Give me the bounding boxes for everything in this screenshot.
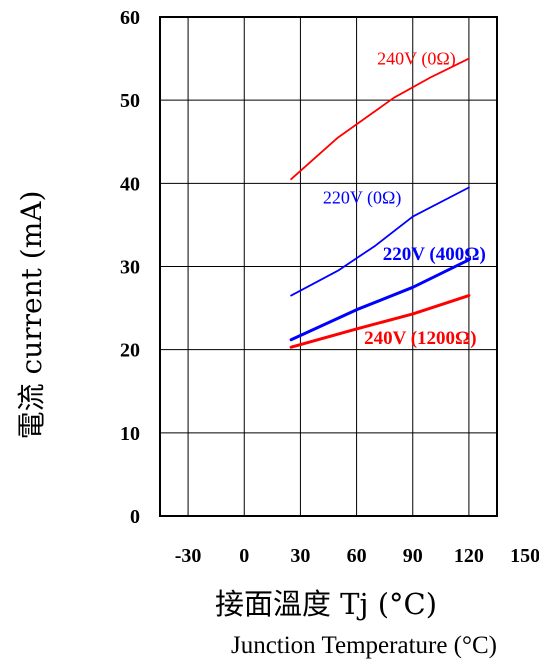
y-tick-label: 40 [120, 173, 140, 195]
grid-lines [160, 17, 497, 516]
series-lines [289, 57, 471, 349]
series-annotation-1: 240V (0Ω) [377, 48, 456, 69]
series-annotation-2: 220V (0Ω) [323, 187, 402, 208]
series-annotation-4: 240V (1200Ω) [364, 328, 477, 349]
y-tick-label: 30 [120, 257, 140, 279]
series-annotation-3: 220V (400Ω) [383, 244, 486, 265]
y-tick-label: 50 [120, 90, 140, 112]
series-line-3 [289, 258, 471, 342]
plot-frame [159, 16, 498, 517]
y-axis-label: 電流 current (mA) [15, 191, 48, 440]
y-tick-labels: 0 10 20 30 40 50 60 [120, 7, 140, 528]
x-axis-label-english: Junction Temperature (°C) [231, 632, 497, 659]
series-line-1 [290, 57, 470, 181]
series-line-2 [290, 186, 470, 297]
x-tick-label: 0 [239, 545, 249, 567]
y-tick-label: 10 [120, 423, 140, 445]
y-tick-label: 20 [120, 340, 140, 362]
x-tick-label: 120 [454, 545, 484, 567]
x-tick-label: 30 [290, 545, 310, 567]
y-tick-label: 60 [120, 7, 140, 29]
series-annotations: 240V (0Ω) 220V (0Ω) 220V (400Ω) 240V (1200Ω… [323, 48, 486, 348]
x-tick-label: 90 [403, 545, 423, 567]
x-axis-label: 接面溫度 Tj (°C) [215, 587, 437, 621]
x-tick-label: 60 [347, 545, 367, 567]
x-tick-label: 150 [510, 545, 539, 567]
series-line-4 [289, 294, 471, 349]
x-tick-label: -30 [175, 545, 202, 567]
y-tick-label: 0 [130, 506, 140, 528]
x-tick-labels: -30 0 30 60 90 120 150 [175, 545, 539, 567]
